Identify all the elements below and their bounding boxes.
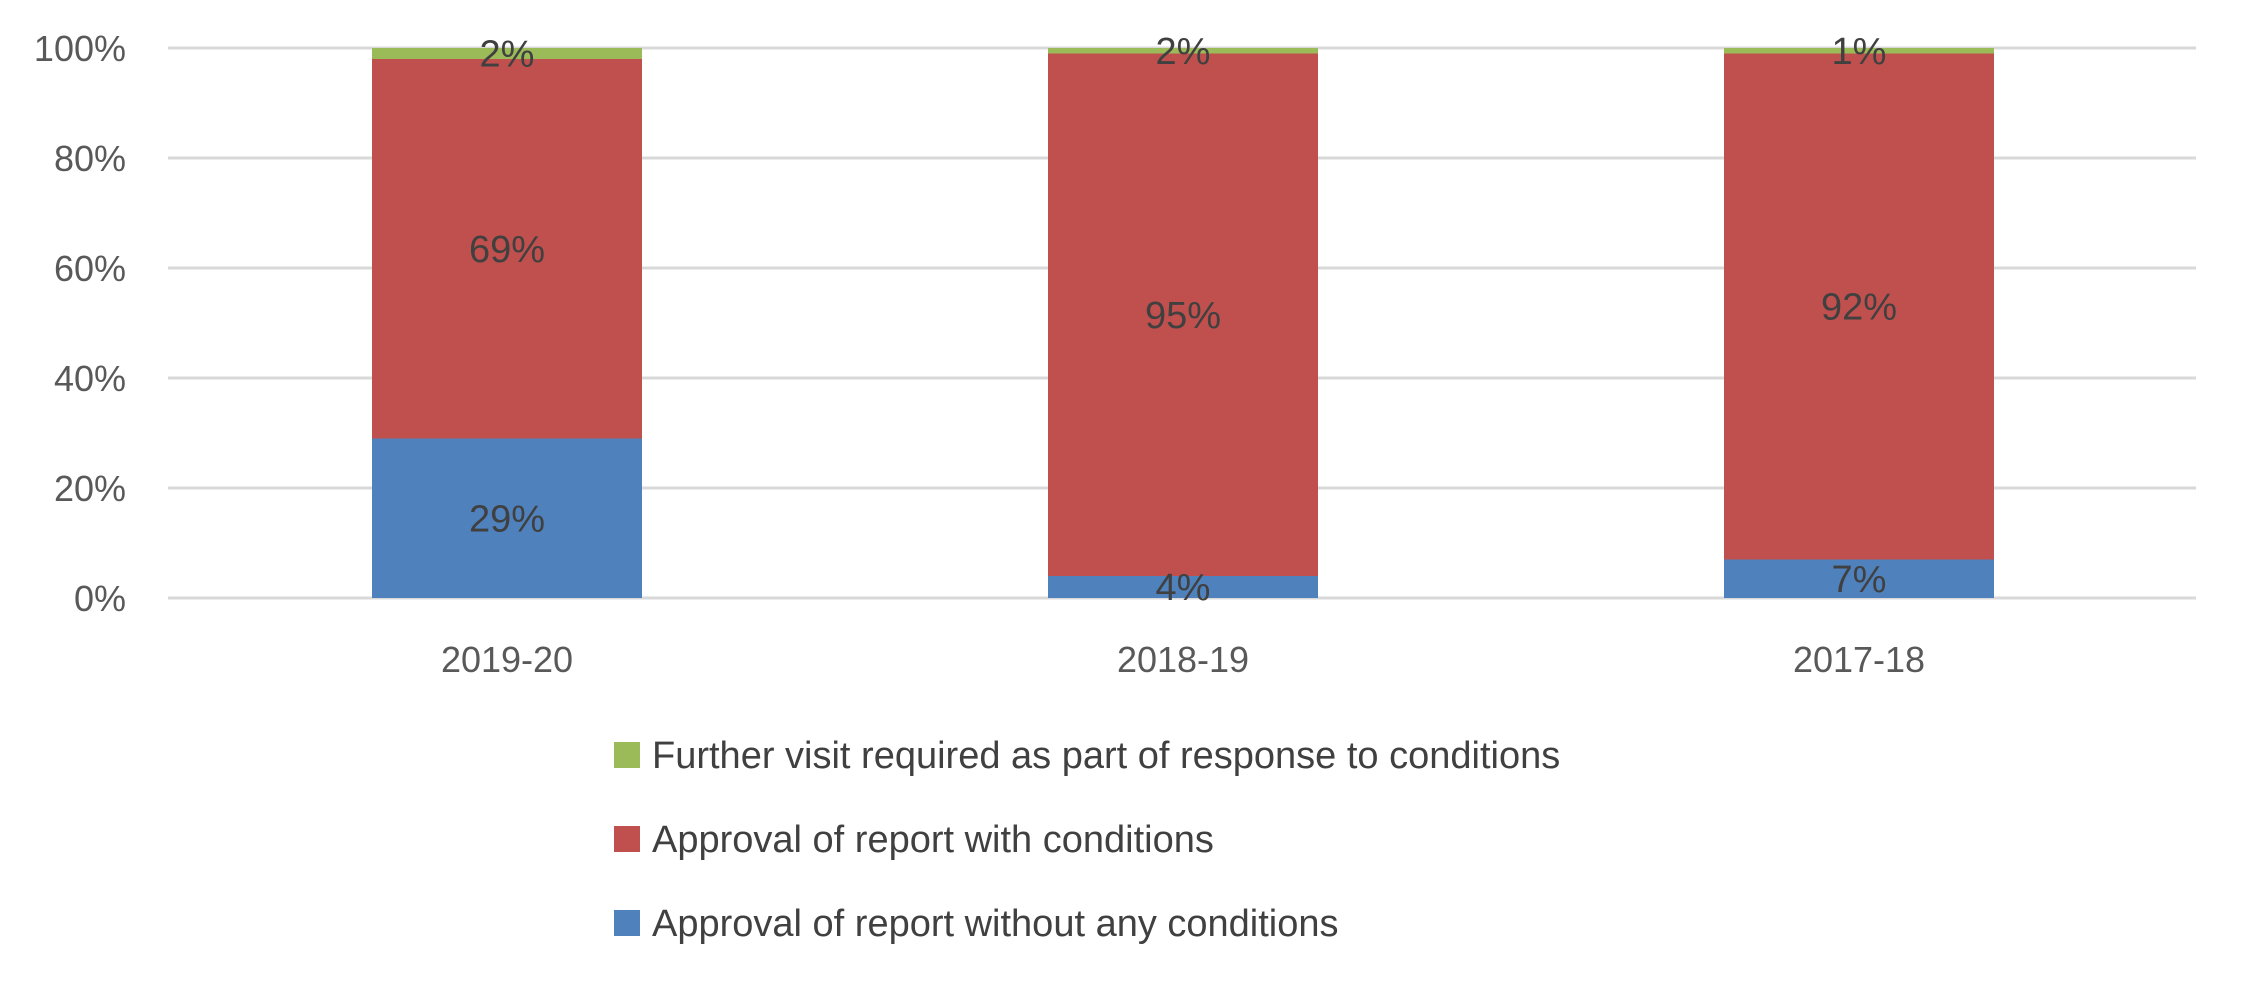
legend-entry: Further visit required as part of respon…	[652, 735, 1560, 777]
data-label: 7%	[1832, 559, 1887, 601]
data-label: 4%	[1156, 567, 1211, 609]
legend: Further visit required as part of respon…	[614, 735, 1560, 945]
legend-swatch	[614, 742, 640, 768]
legend-swatch	[614, 910, 640, 936]
x-tick-label: 2018-19	[1117, 639, 1249, 680]
x-tick-label: 2017-18	[1793, 639, 1925, 680]
bar-segment	[1724, 53, 1994, 560]
bar-segment	[1724, 559, 1994, 598]
data-label: 95%	[1145, 295, 1221, 337]
y-tick-label: 60%	[54, 248, 126, 289]
y-axis-tick-labels: 0% 20% 40% 60% 80% 100%	[34, 28, 126, 619]
y-tick-label: 20%	[54, 468, 126, 509]
legend-entry: Approval of report without any condition…	[652, 903, 1339, 945]
data-label: 2%	[480, 34, 535, 76]
bar-segment	[1048, 48, 1318, 54]
data-label: 92%	[1821, 287, 1897, 329]
data-label: 69%	[469, 229, 545, 271]
data-label: 29%	[469, 498, 545, 540]
bar-segment	[1724, 48, 1994, 54]
legend-entry: Approval of report with conditions	[652, 819, 1214, 861]
bar-segment	[372, 48, 642, 59]
x-tick-label: 2019-20	[441, 639, 573, 680]
y-tick-label: 0%	[74, 578, 126, 619]
bar-segment	[1048, 576, 1318, 598]
bar-segment	[372, 438, 642, 598]
y-tick-label: 100%	[34, 28, 126, 69]
data-labels: 29% 69% 2% 4% 95% 2% 7% 92% 1%	[469, 31, 1897, 609]
data-label: 1%	[1832, 31, 1887, 73]
bar-segment	[372, 59, 642, 439]
x-axis-category-labels: 2019-20 2018-19 2017-18	[441, 639, 1925, 680]
bars	[372, 48, 1994, 598]
legend-swatch	[614, 826, 640, 852]
bar-segment	[1048, 53, 1318, 576]
y-tick-label: 80%	[54, 138, 126, 179]
y-tick-label: 40%	[54, 358, 126, 399]
data-label: 2%	[1156, 31, 1211, 73]
